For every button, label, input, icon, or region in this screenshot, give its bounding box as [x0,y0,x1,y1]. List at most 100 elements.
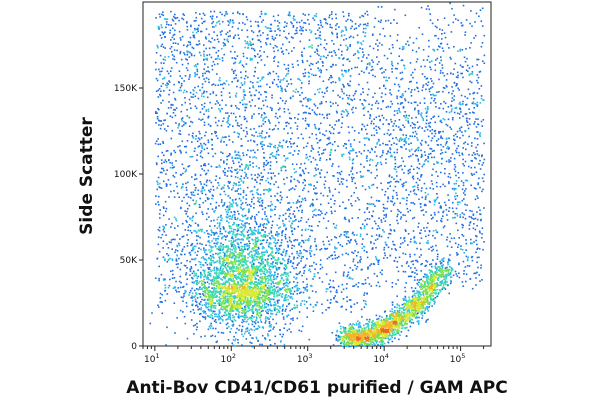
event-point [246,231,249,233]
event-point [419,292,421,295]
event-point [415,313,417,315]
event-point [341,339,344,342]
event-point [218,272,220,274]
event-point [241,284,244,286]
event-point [254,301,256,303]
event-point [193,272,196,274]
event-point [220,318,222,320]
event-point [260,276,263,279]
event-point [220,286,223,289]
event-point [174,151,177,154]
event-point [264,263,266,266]
event-point [397,312,399,314]
event-point [433,303,436,305]
event-point [232,187,234,189]
event-point [222,272,224,275]
event-point [277,305,279,307]
event-point [412,305,415,308]
event-point [289,309,291,312]
event-point [422,300,424,303]
event-point [443,284,445,286]
event-point [446,147,448,150]
event-point [292,154,294,156]
event-point [213,242,215,245]
event-point [422,291,425,294]
event-point [405,304,407,306]
event-point [340,342,342,345]
event-point [170,226,172,228]
event-point [303,300,306,302]
event-point [275,291,278,293]
event-point [233,257,236,259]
event-point [316,53,319,55]
event-point [212,306,215,309]
event-point [203,312,205,314]
event-point [181,250,183,252]
event-point [269,298,272,300]
event-point [230,284,233,286]
event-point [239,286,242,288]
event-point [193,229,195,232]
event-point [243,292,245,294]
event-point [286,121,288,124]
event-point [262,266,265,268]
event-point [347,340,349,343]
event-point [429,287,432,290]
event-point [387,328,390,331]
event-point [209,316,211,319]
event-point [209,263,211,265]
event-point [209,298,212,301]
event-point [249,286,251,288]
event-point [245,321,247,323]
event-point [200,335,202,338]
event-point [219,300,222,303]
event-point [225,220,228,222]
event-point [183,315,186,318]
event-point [449,2,451,5]
event-point [231,188,233,191]
event-point [347,330,350,332]
event-point [263,282,265,284]
event-point [232,271,234,273]
event-point [243,243,246,246]
event-point [295,278,297,280]
event-point [235,331,237,334]
event-point [203,113,205,115]
event-point [199,303,201,306]
event-point [191,258,193,261]
event-point [438,291,440,294]
event-point [277,294,280,296]
event-point [423,297,425,299]
event-point [276,231,278,233]
event-point [351,341,354,344]
event-point [398,304,401,307]
event-point [235,276,237,278]
event-point [218,274,220,276]
event-point [255,296,257,299]
event-point [371,321,373,324]
event-point [191,272,194,275]
event-point [260,310,263,313]
event-point [434,271,437,274]
event-point [230,242,233,244]
event-point [355,333,357,336]
event-point [431,305,433,307]
event-point [267,274,270,277]
event-point [290,290,292,292]
event-point [246,328,249,330]
event-point [417,302,419,304]
event-point [266,275,269,278]
event-point [348,338,351,340]
event-point [411,89,413,91]
event-point [422,305,424,308]
event-point [439,289,442,292]
event-point [265,278,268,280]
event-point [258,253,260,255]
event-point [261,270,264,273]
event-point [248,236,251,239]
event-point [209,291,211,294]
event-point [427,284,430,287]
event-point [224,280,227,283]
event-point [416,104,419,107]
event-point [367,331,370,333]
